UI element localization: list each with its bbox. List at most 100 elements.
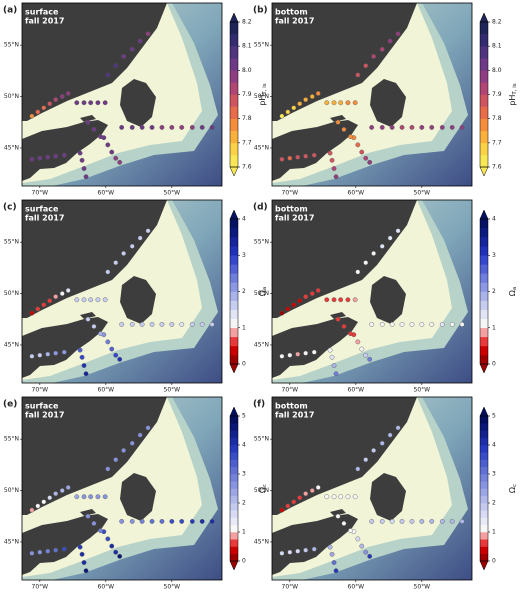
colorbar-tick-label: 4 <box>492 216 496 223</box>
station-dot <box>303 491 309 497</box>
colorbar-segment <box>230 546 238 555</box>
colorbar-segment <box>230 264 238 274</box>
station-dot <box>53 350 59 356</box>
station-dot <box>159 124 165 130</box>
station-dot <box>389 518 395 524</box>
map-frame <box>271 2 473 187</box>
station-dot <box>105 269 111 275</box>
colorbar-segment <box>480 22 488 35</box>
colorbar-tick-label: 8.0 <box>242 67 252 74</box>
colorbar-segment <box>480 291 488 301</box>
colorbar-segment <box>230 532 238 540</box>
colorbar-segment <box>230 488 238 497</box>
colorbar-segment <box>230 300 238 310</box>
station-dot <box>65 288 71 293</box>
colorbar-label-sub: T, is <box>262 83 268 95</box>
colorbar-tick-label: 7.7 <box>242 139 252 146</box>
colorbar-segment <box>230 106 238 119</box>
station-dot <box>199 124 205 130</box>
station-dot <box>209 321 215 327</box>
colorbar-segment <box>480 539 488 547</box>
station-dot <box>409 321 415 327</box>
x-tick-label: 60°W <box>98 387 115 394</box>
colorbar-label-main: Ω <box>258 487 267 493</box>
colorbar-segment <box>230 437 238 446</box>
colorbar-extend <box>229 406 239 417</box>
colorbar-tick-label: 0 <box>492 558 496 565</box>
panel-label: (e) <box>3 400 17 410</box>
x-tick-label: 70°W <box>32 584 49 591</box>
y-tick-label: 55°N <box>4 239 19 246</box>
station-dot <box>329 551 335 557</box>
station-dot <box>113 457 119 463</box>
panel-annotation: bottom <box>275 8 308 17</box>
station-dot <box>409 124 415 130</box>
panel-label: (d) <box>253 203 268 213</box>
colorbar-segment <box>230 452 238 460</box>
station-dot <box>121 251 127 256</box>
station-dot <box>41 105 47 111</box>
colorbar-segment <box>230 318 238 329</box>
colorbar-segment <box>480 524 488 533</box>
colorbar-segment <box>480 246 488 256</box>
colorbar-segment <box>480 255 488 265</box>
station-dot <box>65 91 71 96</box>
colorbar-segment <box>230 118 238 132</box>
colorbar-segment <box>230 291 238 301</box>
colorbar-segment <box>230 228 238 238</box>
colorbar-tick-label: 8.1 <box>492 43 502 50</box>
x-tick-label: 50°W <box>414 387 431 394</box>
colorbar-segment <box>480 282 488 292</box>
colorbar-tick-label: 8.2 <box>492 19 502 26</box>
colorbar-segment <box>480 336 488 347</box>
colorbar-segment <box>230 282 238 292</box>
station-dot <box>139 124 145 130</box>
station-dot <box>379 243 385 249</box>
x-tick-label: 50°W <box>414 190 431 197</box>
station-dot <box>119 124 125 130</box>
colorbar-label-main: Ω <box>508 290 517 296</box>
station-dot <box>81 560 87 565</box>
x-tick-label: 50°W <box>414 584 431 591</box>
station-dot <box>315 288 321 293</box>
colorbar-segment <box>480 70 488 83</box>
colorbar-segment <box>230 142 238 156</box>
colorbar-extend <box>229 12 239 23</box>
station-dot <box>209 518 215 524</box>
station-dot <box>315 485 321 490</box>
colorbar-tick-label: 8.2 <box>242 19 252 26</box>
station-dot <box>327 150 333 156</box>
station-dot <box>341 324 347 329</box>
colorbar-segment <box>230 539 238 547</box>
station-dot <box>53 294 59 300</box>
station-dot <box>53 97 59 103</box>
station-dot <box>47 495 53 501</box>
station-dot <box>429 518 435 524</box>
station-dot <box>369 124 375 130</box>
colorbar-segment <box>230 466 238 475</box>
colorbar-segment <box>480 309 488 319</box>
station-dot <box>311 152 317 158</box>
station-dot <box>371 448 377 453</box>
colorbar-segment <box>480 106 488 119</box>
station-dot <box>159 518 165 524</box>
colorbar-tick-label: 8.0 <box>492 67 502 74</box>
station-dot <box>352 297 358 303</box>
station-dot <box>287 352 293 358</box>
station-dot <box>137 432 143 438</box>
colorbar-segment <box>480 510 488 518</box>
station-dot <box>74 100 80 106</box>
colorbar-segment <box>480 273 488 283</box>
colorbar-segment <box>480 430 488 439</box>
station-dot <box>367 356 373 362</box>
station-dot <box>379 124 385 130</box>
station-dot <box>109 149 115 155</box>
station-dot <box>439 124 445 130</box>
station-dot <box>113 352 119 358</box>
station-dot <box>279 550 285 556</box>
station-dot <box>119 518 125 524</box>
map-frame <box>21 396 223 581</box>
